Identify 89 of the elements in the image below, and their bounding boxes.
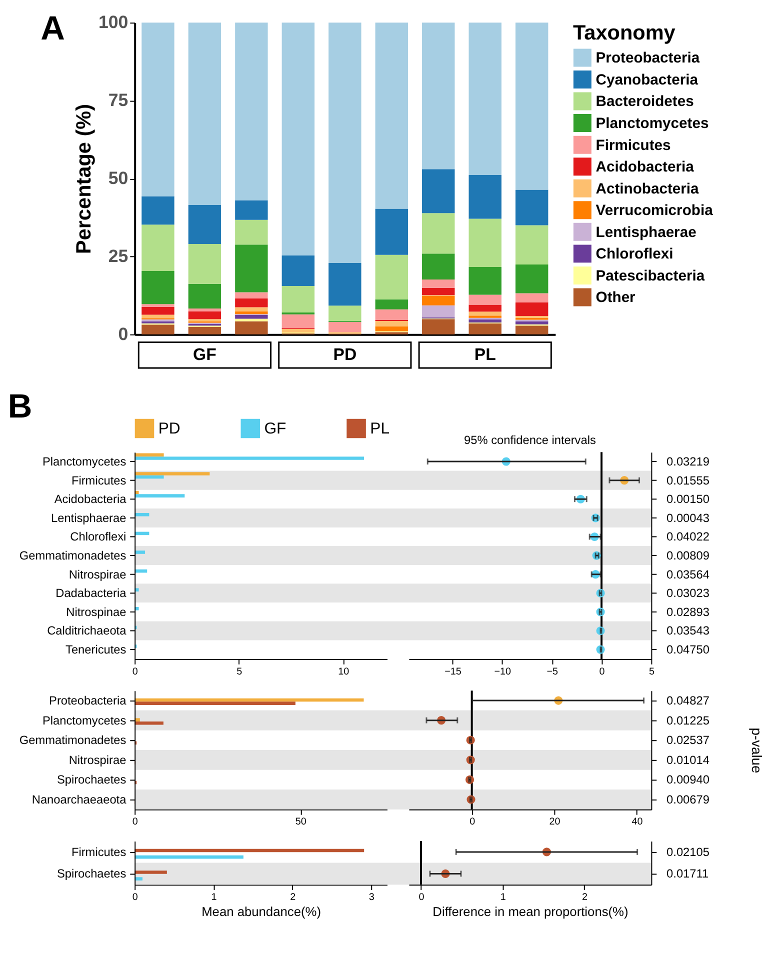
y-tick-label: Firmicutes (71, 844, 126, 859)
y-tick-label: 0 (118, 324, 128, 344)
x-tick-label: 0 (132, 892, 138, 903)
x-tick-label: 0 (599, 666, 606, 678)
y-tick-label: Planctomycetes (42, 454, 126, 468)
x-tick-label: 0 (470, 816, 476, 828)
x-axis-title: Difference in mean proportions(%) (432, 904, 628, 919)
legend-label: Firmicutes (596, 138, 671, 154)
legend-label: Patescibacteria (596, 268, 706, 284)
y-tick-label: 50 (108, 168, 128, 188)
x-tick-label: 0 (132, 816, 138, 828)
legend-label: PD (158, 420, 180, 438)
x-tick-label: 2 (582, 892, 588, 903)
x-tick-label: 5 (648, 666, 655, 678)
x-tick-label: 40 (632, 816, 644, 828)
y-tick-label: Gemmatimonadetes (19, 733, 126, 748)
y-tick-label: Proteobacteria (49, 693, 127, 708)
x-tick-label: 1 (500, 892, 506, 903)
legend-label: PL (370, 420, 390, 438)
legend-label: Planctomycetes (596, 116, 709, 132)
y2-tick-label: 0.02537 (666, 733, 710, 748)
y2-tick-label: 0.04022 (666, 530, 710, 544)
y-tick-label: Nitrospirae (68, 567, 127, 582)
y-tick-label: Calditrichaeota (47, 624, 127, 638)
legend-label: Lentisphaerae (596, 224, 696, 241)
legend-label: Other (596, 290, 636, 306)
text: A (40, 10, 65, 48)
y2-tick-label: 0.01711 (666, 866, 709, 881)
text: PD (333, 345, 357, 364)
x-tick-label: 10 (338, 666, 350, 678)
legend-label: Actinobacteria (596, 181, 700, 198)
x-tick-label: 5 (236, 666, 243, 678)
y-tick-label: Acidobacteria (54, 492, 127, 506)
x-tick-label: 50 (295, 816, 307, 828)
legend-label: Acidobacteria (596, 160, 695, 176)
chart-title: 95% confidence intervals (464, 433, 596, 448)
y2-axis-title: p-value (749, 728, 766, 774)
x-tick-label: 0 (418, 892, 425, 903)
y-tick-label: Spirochaetes (56, 866, 126, 881)
y-tick-label: Lentisphaerae (51, 510, 127, 525)
y2-tick-label: 0.04750 (666, 642, 710, 657)
legend-label: Verrucomicrobia (596, 203, 714, 220)
x-tick-label: 20 (549, 816, 561, 828)
legend-label: Proteobacteria (596, 50, 700, 67)
y2-tick-label: 0.04827 (666, 693, 710, 708)
x-axis-title: Mean abundance(%) (202, 904, 321, 919)
x-tick-label: 3 (368, 892, 375, 903)
x-tick-label: −10 (494, 666, 512, 678)
legend-label: Chloroflexi (596, 246, 674, 263)
y-tick-label: Firmicutes (71, 473, 126, 488)
y2-tick-label: 0.01555 (666, 473, 710, 488)
y-tick-label: Gemmatimonadetes (19, 548, 126, 562)
y-tick-label: Nanoarchaeaeota (32, 792, 127, 806)
y-tick-label: 75 (108, 90, 128, 110)
y-tick-label: Chloroflexi (70, 530, 126, 544)
y2-tick-label: 0.00940 (666, 772, 710, 787)
y-tick-label: 100 (98, 12, 128, 32)
y-axis-title: Percentage (%) (72, 104, 96, 254)
x-tick-label: 0 (132, 666, 138, 678)
y2-tick-label: 0.03564 (666, 567, 710, 582)
x-tick-label: 2 (290, 892, 296, 903)
y2-tick-label: 0.03219 (666, 454, 710, 468)
y2-tick-label: 0.02105 (666, 844, 710, 859)
y2-tick-label: 0.02893 (666, 604, 710, 619)
x-tick-label: 1 (211, 892, 218, 903)
legend-title: Taxonomy (573, 21, 676, 44)
text: GF (193, 345, 216, 364)
x-tick-label: −15 (444, 666, 462, 678)
y2-tick-label: 0.01225 (666, 713, 710, 728)
x-tick-label: −5 (546, 666, 558, 678)
y-tick-label: Nitrospinae (66, 604, 127, 619)
y-tick-label: Planctomycetes (42, 713, 126, 728)
y2-tick-label: 0.00043 (666, 510, 710, 525)
y2-tick-label: 0.03543 (666, 624, 710, 638)
text: PL (474, 345, 496, 364)
y2-tick-label: 0.03023 (666, 586, 710, 600)
y-tick-label: Dadabacteria (56, 586, 127, 600)
legend-label: Cyanobacteria (596, 72, 699, 88)
y-tick-label: 25 (108, 246, 128, 266)
y-tick-label: Spirochaetes (56, 772, 126, 787)
text: B (8, 388, 32, 426)
legend-label: Bacteroidetes (596, 94, 694, 110)
y2-tick-label: 0.00150 (666, 492, 710, 506)
y-tick-label: Tenericutes (66, 642, 126, 657)
y2-tick-label: 0.01014 (666, 752, 710, 767)
y2-tick-label: 0.00679 (666, 792, 710, 806)
y-tick-label: Nitrospirae (68, 752, 127, 767)
legend-label: GF (264, 420, 287, 438)
y2-tick-label: 0.00809 (666, 548, 710, 562)
